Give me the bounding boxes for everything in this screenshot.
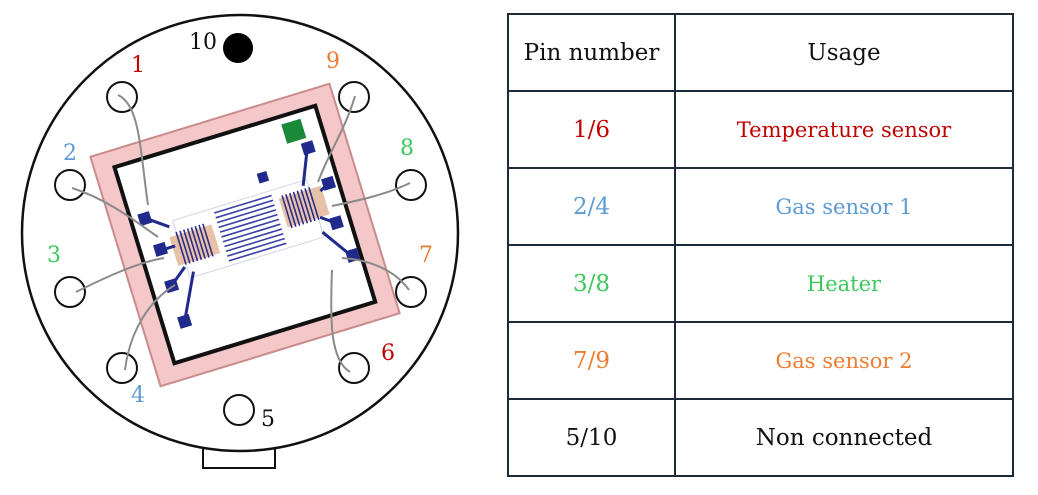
pin-label-1: 1 [131,53,145,78]
sensor-pad-right [278,185,330,228]
pin-holes [54,81,427,426]
header-pin-number: Pin number [507,13,676,92]
table-row: 3/8 Heater [507,244,1014,323]
sensor-pad-left [169,224,221,266]
table-row: 1/6 Temperature sensor [507,90,1014,169]
pin-hole-4 [106,352,138,384]
row-pins: 3/8 [507,244,676,323]
pin-label-6: 6 [381,341,395,366]
pin-hole-10-filled [223,33,253,63]
pin-label-9: 9 [326,49,340,74]
row-pins: 2/4 [507,167,676,246]
interdigitated-electrodes-right [281,187,320,229]
row-pins: 5/10 [507,398,676,477]
row-pins: 1/6 [507,90,676,169]
table-row: 7/9 Gas sensor 2 [507,321,1014,400]
interdigitated-electrodes-left [175,223,214,265]
green-marker [281,118,307,144]
row-pins: 7/9 [507,321,676,400]
sensor-package-diagram: 1 9 2 8 3 7 4 6 5 10 [20,13,460,469]
bond-pads [137,140,361,329]
pin-label-4: 4 [131,383,145,408]
pin-hole-2 [54,169,86,201]
row-usage: Gas sensor 1 [674,167,1014,246]
table-row: 5/10 Non connected [507,398,1014,477]
pin-hole-3 [54,276,86,308]
pin-hole-5 [223,394,255,426]
header-usage: Usage [674,13,1014,92]
pin-label-8: 8 [400,136,414,161]
bond-wires [71,94,411,373]
row-usage: Temperature sensor [674,90,1014,169]
pin-label-3: 3 [47,243,61,268]
pin-label-7: 7 [419,243,433,268]
pin-hole-6 [338,352,370,384]
heater-meander [213,194,287,262]
row-usage: Heater [674,244,1014,323]
pin-hole-8 [395,169,427,201]
pin-label-10: 10 [189,30,217,55]
row-usage: Gas sensor 2 [674,321,1014,400]
table-header-row: Pin number Usage [507,13,1014,92]
pin-label-5: 5 [261,407,275,432]
row-usage: Non connected [674,398,1014,477]
table-row: 2/4 Gas sensor 1 [507,167,1014,246]
pin-usage-table: Pin number Usage 1/6 Temperature sensor … [507,13,1014,477]
pin-label-2: 2 [63,141,77,166]
